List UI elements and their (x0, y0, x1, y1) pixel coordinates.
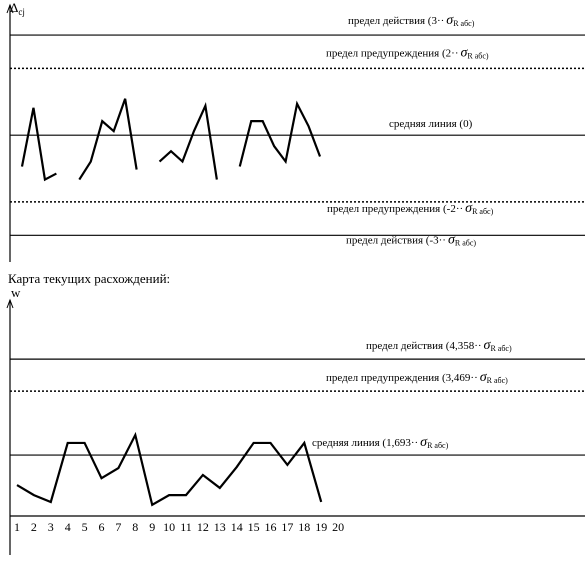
data-line (16, 431, 323, 507)
sigma: σ (460, 45, 468, 60)
sigma-subscript: R абс) (427, 441, 449, 450)
x-tick-label: 13 (214, 520, 226, 534)
sigma-subscript: R абс) (455, 238, 477, 247)
sigma-subscript: R абс) (467, 51, 489, 60)
sigma: σ (465, 201, 473, 216)
x-tick-label: 5 (82, 520, 88, 534)
sigma: σ (448, 232, 456, 247)
reference-label-text: предел предупреждения (-2·· (327, 203, 463, 215)
sigma-subscript: R абс) (472, 207, 494, 216)
reference-label-text: предел действия (-3·· (346, 234, 446, 246)
x-tick-label: 11 (180, 520, 192, 534)
axis-arrow (6, 3, 14, 14)
data-line (238, 100, 322, 167)
data-line (158, 101, 218, 180)
x-tick-label: 12 (197, 520, 209, 534)
reference-label: средняя линия (1,693·· σR абс) (312, 435, 449, 450)
reference-label-text: предел предупреждения (3,469·· (326, 372, 478, 384)
sigma-subscript: R абс) (490, 344, 512, 353)
sigma: σ (484, 338, 492, 353)
sigma: σ (446, 13, 454, 28)
reference-label: предел действия (-3·· σR абс) (346, 232, 476, 247)
reference-label: предел предупреждения (3,469·· σR абс) (326, 370, 508, 385)
x-tick-label: 15 (248, 520, 260, 534)
sigma-subscript: R абс) (453, 19, 475, 28)
data-line (20, 107, 57, 182)
x-tick-label: 17 (281, 520, 293, 534)
x-tick-label: 20 (332, 520, 344, 534)
y-axis-label: Δcj (10, 0, 25, 17)
reference-label: предел предупреждения (-2·· σR абс) (327, 201, 494, 216)
x-tick-label: 10 (163, 520, 175, 534)
reference-label-text: средняя линия (1,693·· (312, 437, 418, 449)
x-tick-label: 18 (298, 520, 310, 534)
x-tick-label: 6 (99, 520, 105, 534)
reference-label-text: предел действия (3·· (348, 15, 444, 27)
y-axis-label-sub: cj (18, 7, 25, 17)
x-tick-label: 19 (315, 520, 327, 534)
reference-label-text: предел предупреждения (2·· (326, 47, 458, 59)
x-tick-label: 14 (231, 520, 243, 534)
y-axis-label-main: w (11, 285, 21, 300)
sigma: σ (480, 370, 488, 385)
reference-label-text: предел действия (4,358·· (366, 340, 482, 352)
x-tick-label: 9 (149, 520, 155, 534)
x-tick-label: 2 (31, 520, 37, 534)
x-tick-label: 7 (115, 520, 121, 534)
x-tick-label: 16 (265, 520, 277, 534)
reference-label: предел действия (3·· σR абс) (348, 13, 475, 28)
axis-arrow (6, 298, 14, 309)
x-tick-label: 1 (14, 520, 20, 534)
x-tick-label: 8 (132, 520, 138, 534)
reference-label-text: средняя линия (0) (389, 118, 473, 130)
x-tick-label: 4 (65, 520, 71, 534)
reference-label: предел предупреждения (2·· σR абс) (326, 45, 489, 60)
y-axis-label: w (11, 285, 21, 300)
sigma-subscript: R абс) (487, 376, 509, 385)
data-line (78, 98, 138, 181)
heading: Карта текущих расхождений: (8, 271, 170, 286)
reference-label: предел действия (4,358·· σR абс) (366, 338, 512, 353)
x-tick-label: 3 (48, 520, 54, 534)
reference-label: средняя линия (0) (389, 118, 473, 130)
sigma: σ (420, 435, 428, 450)
y-axis-label-main: Δ (10, 0, 18, 15)
